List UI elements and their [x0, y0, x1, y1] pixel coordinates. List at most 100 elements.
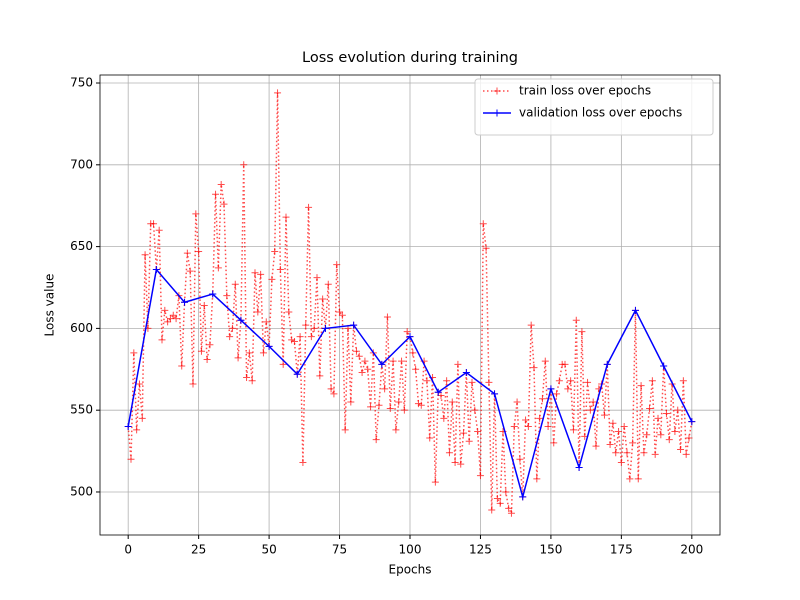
point-marker [674, 406, 682, 414]
point-marker [541, 357, 549, 365]
point-marker [522, 416, 530, 424]
point-marker [629, 439, 637, 447]
x-tick-label: 150 [539, 543, 562, 557]
point-marker [502, 488, 510, 496]
y-tick-label: 550 [70, 403, 93, 417]
point-marker [279, 360, 287, 368]
point-marker [248, 377, 256, 385]
point-marker [372, 436, 380, 444]
point-marker [538, 395, 546, 403]
point-marker [262, 318, 270, 326]
point-marker [662, 409, 670, 417]
point-marker [130, 349, 138, 357]
point-marker [519, 493, 527, 501]
point-marker [321, 324, 329, 332]
point-marker [223, 292, 231, 300]
point-marker [338, 311, 346, 319]
x-axis-label: Epochs [389, 563, 432, 577]
y-tick-label: 500 [70, 484, 93, 498]
point-marker [482, 244, 490, 252]
point-marker [197, 347, 205, 355]
point-marker [660, 362, 668, 370]
legend: train loss over epochs validation loss ov… [474, 78, 714, 136]
point-marker [412, 365, 420, 373]
point-marker [507, 509, 515, 517]
point-marker [491, 390, 499, 398]
point-marker [603, 360, 611, 368]
point-marker [445, 449, 453, 457]
point-marker [479, 220, 487, 228]
point-marker [677, 445, 685, 453]
point-marker [375, 401, 383, 409]
point-marker [181, 298, 189, 306]
chart-title: Loss evolution during training [302, 50, 518, 66]
point-marker [217, 180, 225, 188]
point-marker [316, 372, 324, 380]
legend-marker [493, 87, 501, 95]
point-marker [350, 321, 358, 329]
y-tick-label: 600 [70, 321, 93, 335]
point-marker [617, 459, 625, 467]
point-marker [606, 441, 614, 449]
point-marker [646, 405, 654, 413]
point-marker [228, 324, 236, 332]
point-marker [553, 390, 561, 398]
point-marker [307, 333, 315, 341]
point-marker [203, 355, 211, 363]
point-marker [313, 274, 321, 282]
point-marker [493, 495, 501, 503]
point-marker [231, 280, 239, 288]
point-marker [637, 382, 645, 390]
point-marker [220, 200, 228, 208]
plot-frame [99, 74, 721, 536]
point-marker [423, 377, 431, 385]
point-marker [257, 270, 265, 278]
point-marker [268, 275, 276, 283]
point-marker [586, 406, 594, 414]
point-marker [386, 405, 394, 413]
point-marker [671, 427, 679, 435]
point-marker [200, 301, 208, 309]
point-marker [341, 426, 349, 434]
point-marker [240, 161, 248, 169]
point-marker [141, 251, 149, 259]
point-marker [259, 349, 267, 357]
point-marker [183, 249, 191, 257]
point-marker [440, 414, 448, 422]
point-marker [516, 455, 524, 463]
point-marker [206, 341, 214, 349]
point-marker [417, 401, 425, 409]
point-marker [243, 373, 251, 381]
point-marker [150, 220, 158, 228]
y-tick-label: 650 [70, 239, 93, 253]
x-tick-label: 75 [332, 543, 347, 557]
point-marker [544, 423, 552, 431]
point-marker [505, 504, 513, 512]
point-marker [383, 313, 391, 321]
point-marker [685, 434, 693, 442]
point-marker [575, 463, 583, 471]
point-marker [609, 419, 617, 427]
point-marker [530, 364, 538, 372]
point-marker [550, 439, 558, 447]
point-marker [533, 475, 541, 483]
point-marker [474, 427, 482, 435]
point-marker [178, 362, 186, 370]
point-marker [282, 213, 290, 221]
point-marker [367, 403, 375, 411]
x-tick-label: 100 [399, 543, 422, 557]
point-marker [510, 423, 518, 431]
point-marker [589, 398, 597, 406]
point-marker [496, 499, 504, 507]
point-marker [305, 203, 313, 211]
point-marker [620, 423, 628, 431]
point-marker [431, 478, 439, 486]
point-marker [547, 385, 555, 393]
point-marker [245, 349, 253, 357]
point-marker [572, 316, 580, 324]
point-marker [443, 377, 451, 385]
point-marker [640, 449, 648, 457]
legend-label: train loss over epochs [519, 84, 651, 98]
point-marker [302, 321, 310, 329]
point-marker [234, 354, 242, 362]
